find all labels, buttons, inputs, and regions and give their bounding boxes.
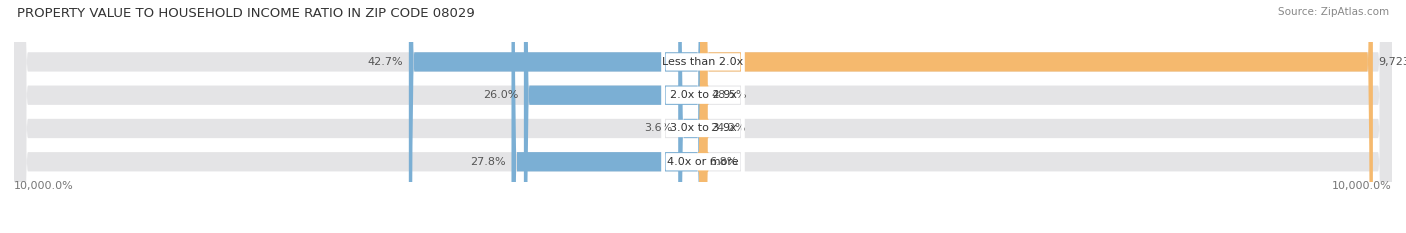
Text: 48.5%: 48.5% xyxy=(711,90,748,100)
Text: 24.2%: 24.2% xyxy=(710,123,745,134)
FancyBboxPatch shape xyxy=(699,0,709,233)
Text: 6.8%: 6.8% xyxy=(709,157,737,167)
Text: Less than 2.0x: Less than 2.0x xyxy=(662,57,744,67)
Text: 10,000.0%: 10,000.0% xyxy=(1333,181,1392,191)
FancyBboxPatch shape xyxy=(14,0,1392,233)
Text: 2.0x to 2.9x: 2.0x to 2.9x xyxy=(669,90,737,100)
Text: 3.0x to 3.9x: 3.0x to 3.9x xyxy=(669,123,737,134)
FancyBboxPatch shape xyxy=(662,0,744,233)
FancyBboxPatch shape xyxy=(14,0,1392,233)
Text: 4.0x or more: 4.0x or more xyxy=(668,157,738,167)
Text: 26.0%: 26.0% xyxy=(484,90,519,100)
Text: Source: ZipAtlas.com: Source: ZipAtlas.com xyxy=(1278,7,1389,17)
FancyBboxPatch shape xyxy=(697,0,709,233)
Text: 42.7%: 42.7% xyxy=(368,57,404,67)
Text: 27.8%: 27.8% xyxy=(471,157,506,167)
Text: 9,723.4%: 9,723.4% xyxy=(1378,57,1406,67)
FancyBboxPatch shape xyxy=(14,0,1392,233)
FancyBboxPatch shape xyxy=(409,0,703,233)
FancyBboxPatch shape xyxy=(678,0,703,233)
Text: PROPERTY VALUE TO HOUSEHOLD INCOME RATIO IN ZIP CODE 08029: PROPERTY VALUE TO HOUSEHOLD INCOME RATIO… xyxy=(17,7,475,20)
FancyBboxPatch shape xyxy=(524,0,703,233)
FancyBboxPatch shape xyxy=(14,0,1392,233)
FancyBboxPatch shape xyxy=(662,0,744,233)
Text: 10,000.0%: 10,000.0% xyxy=(14,181,73,191)
FancyBboxPatch shape xyxy=(703,0,1372,233)
FancyBboxPatch shape xyxy=(512,0,703,233)
FancyBboxPatch shape xyxy=(700,0,709,233)
FancyBboxPatch shape xyxy=(662,0,744,233)
Text: 3.6%: 3.6% xyxy=(644,123,672,134)
FancyBboxPatch shape xyxy=(662,0,744,233)
